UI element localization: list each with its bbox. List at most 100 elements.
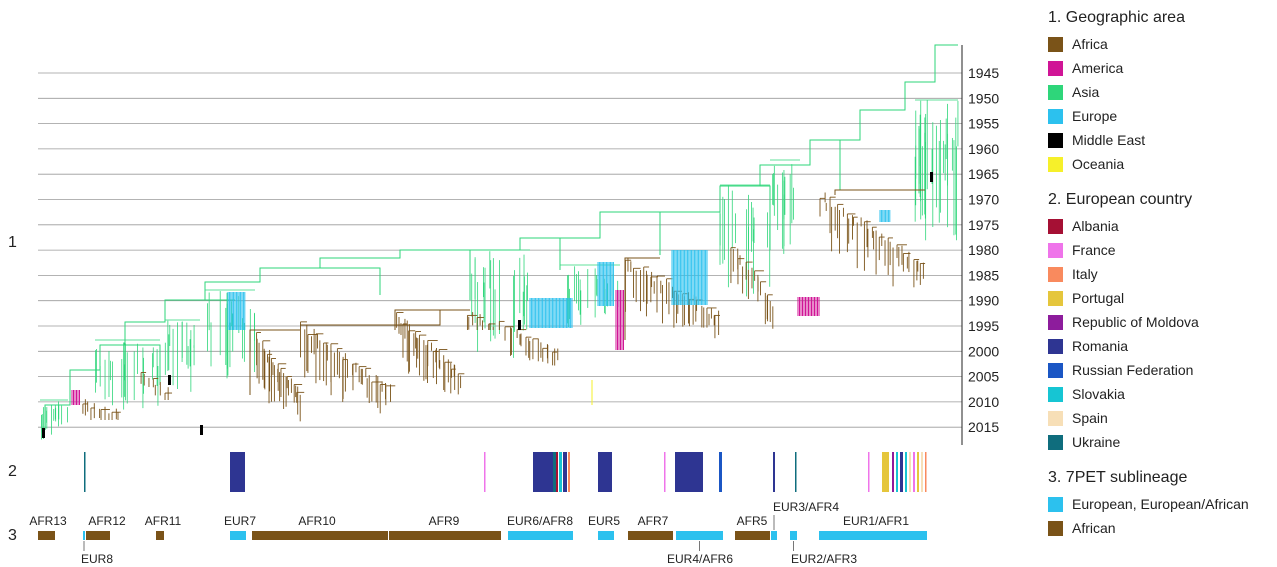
- legend-label: America: [1072, 60, 1124, 76]
- country-bar: [900, 452, 903, 492]
- sublineage-label: EUR6/AFR8: [507, 514, 573, 528]
- sublineage-bar: [628, 531, 673, 540]
- legend-swatch: [1048, 84, 1063, 100]
- middle-east-tip: [930, 172, 933, 182]
- legend-label: African: [1072, 520, 1116, 536]
- sublineage-bar: [156, 531, 164, 540]
- phylogenetic-tree-figure: 1945 1950 1955 1960 1965 1970 1975 1980 1985 1990…: [29, 44, 999, 566]
- country-bar: [559, 452, 562, 492]
- sublineage-label: AFR10: [298, 514, 336, 528]
- tree-branch: [624, 257, 660, 340]
- legend-item: France: [1048, 238, 1277, 262]
- year-tick-label: 1980: [968, 242, 999, 258]
- legend-swatch: [1048, 156, 1063, 172]
- middle-east-tip: [168, 375, 171, 385]
- legend-item: Asia: [1048, 80, 1277, 104]
- legend-item: Ukraine: [1048, 430, 1277, 454]
- country-bar: [675, 452, 703, 492]
- legend-swatch: [1048, 290, 1063, 306]
- legend-item: Russian Federation: [1048, 358, 1277, 382]
- sublineage-bar: [735, 531, 770, 540]
- year-tick-label: 1995: [968, 318, 999, 334]
- legend-item: Romania: [1048, 334, 1277, 358]
- legend-swatch: [1048, 108, 1063, 124]
- country-bar: [913, 452, 915, 492]
- sublineage-bar: [86, 531, 110, 540]
- legend-swatch: [1048, 386, 1063, 402]
- tree-branch: [520, 237, 561, 270]
- legend-swatch: [1048, 338, 1063, 354]
- year-tick-label: 1965: [968, 166, 999, 182]
- legend-country-title: 2. European country: [1048, 191, 1193, 208]
- legend-item: Italy: [1048, 262, 1277, 286]
- sublineage-label: AFR5: [737, 514, 768, 528]
- country-bar: [925, 452, 927, 492]
- legend-label: Republic of Moldova: [1072, 314, 1199, 330]
- sublineage-bar: [508, 531, 573, 540]
- country-bar: [664, 452, 666, 492]
- legend-label: Ukraine: [1072, 434, 1121, 450]
- sublineage-label: EUR8: [81, 552, 113, 566]
- tree-branch: [600, 211, 661, 255]
- year-tick-label: 2005: [968, 369, 999, 385]
- sublineage-label: AFR11: [145, 514, 182, 528]
- tree-branch: [249, 329, 300, 395]
- middle-east-tip: [518, 320, 521, 330]
- sublineage-bar: [38, 531, 55, 540]
- legend-item: Africa: [1048, 32, 1277, 56]
- sublineage-bar: [771, 531, 777, 540]
- country-bar: [484, 452, 486, 492]
- sublineage-label: EUR3/AFR4: [773, 500, 839, 514]
- legend-item: Spain: [1048, 406, 1277, 430]
- legend-label: Asia: [1072, 84, 1100, 100]
- middle-east-tip: [42, 428, 45, 438]
- legend-label: Middle East: [1072, 132, 1146, 148]
- legend-item: America: [1048, 56, 1277, 80]
- country-bar: [905, 452, 907, 492]
- legend-label: Spain: [1072, 410, 1108, 426]
- year-tick-label: 1970: [968, 192, 999, 208]
- legend-label: Slovakia: [1072, 386, 1125, 402]
- legend-item: African: [1048, 516, 1277, 540]
- year-tick-label: 1985: [968, 267, 999, 283]
- legend-label: Romania: [1072, 338, 1129, 354]
- legend-swatch: [1048, 132, 1063, 148]
- country-bar: [917, 452, 919, 492]
- legend-swatch: [1048, 242, 1063, 258]
- sublineage-label: EUR2/AFR3: [791, 552, 857, 566]
- tree-branch: [720, 185, 771, 250]
- sublineage-bar: [389, 531, 501, 540]
- sublineage-bar: [790, 531, 797, 540]
- country-bar: [598, 452, 612, 492]
- legend-country-list: Albania France Italy Portugal Republic of Mo…: [1048, 214, 1277, 454]
- tree-branch: [125, 344, 161, 385]
- legend-item: Oceania: [1048, 152, 1277, 176]
- tree-branch: [300, 310, 441, 326]
- country-bar: [882, 452, 889, 492]
- tree-backbone: [44, 44, 958, 430]
- sublineage-bar: [676, 531, 723, 540]
- sublineage-bar: [598, 531, 614, 540]
- country-bar: [868, 452, 870, 492]
- legend-item: Portugal: [1048, 286, 1277, 310]
- legend-swatch: [1048, 496, 1063, 512]
- sublineage-label: AFR9: [429, 514, 460, 528]
- country-bar: [533, 452, 553, 492]
- middle-east-tip: [200, 425, 203, 435]
- sublineage-label: AFR13: [29, 514, 67, 528]
- year-tick-label: 2010: [968, 394, 999, 410]
- legend-item: Albania: [1048, 214, 1277, 238]
- legend-label: Oceania: [1072, 156, 1125, 172]
- legend-swatch: [1048, 520, 1063, 536]
- tree-branch: [810, 139, 841, 190]
- legend-swatch: [1048, 410, 1063, 426]
- year-tick-label: 1945: [968, 65, 999, 81]
- legend-swatch: [1048, 362, 1063, 378]
- legend-item: Europe: [1048, 104, 1277, 128]
- sublineage-label: AFR12: [88, 514, 126, 528]
- year-tick-label: 2015: [968, 419, 999, 435]
- panel-label-3: 3: [8, 527, 17, 544]
- sublineage-label: EUR7: [224, 514, 256, 528]
- country-bar: [553, 452, 556, 492]
- legend-label: Europe: [1072, 108, 1118, 124]
